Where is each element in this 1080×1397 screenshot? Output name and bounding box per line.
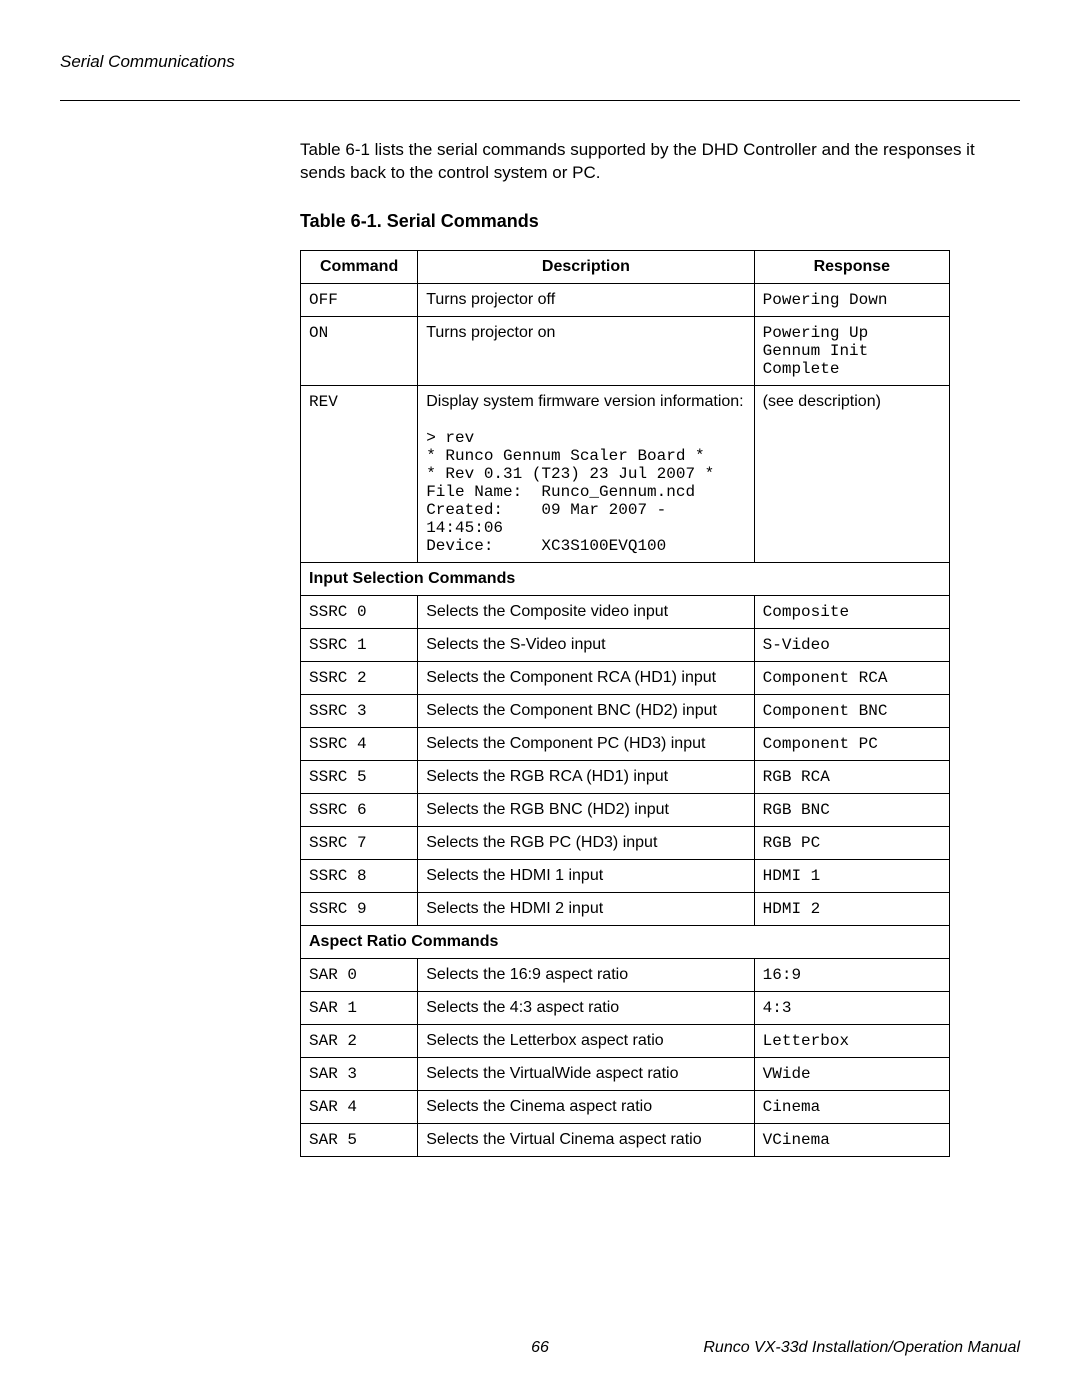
col-header-response: Response	[754, 250, 949, 283]
cell-description: Selects the HDMI 1 input	[418, 859, 754, 892]
table-section-label: Aspect Ratio Commands	[301, 925, 950, 958]
table-caption: Table 6-1. Serial Commands	[300, 211, 1020, 232]
table-row: SSRC 9Selects the HDMI 2 inputHDMI 2	[301, 892, 950, 925]
footer-page-number: 66	[531, 1339, 549, 1357]
cell-description: Selects the 16:9 aspect ratio	[418, 958, 754, 991]
cell-description: Selects the 4:3 aspect ratio	[418, 991, 754, 1024]
cell-response: VCinema	[754, 1123, 949, 1156]
cell-command: SAR 2	[301, 1024, 418, 1057]
table-row: SSRC 1Selects the S-Video inputS-Video	[301, 628, 950, 661]
cell-command: SSRC 9	[301, 892, 418, 925]
cell-command: SSRC 6	[301, 793, 418, 826]
footer-manual-title: Runco VX-33d Installation/Operation Manu…	[703, 1339, 1020, 1357]
cell-command: SSRC 4	[301, 727, 418, 760]
table-row: REV Display system firmware version infor…	[301, 385, 950, 562]
table-row: SAR 1Selects the 4:3 aspect ratio4:3	[301, 991, 950, 1024]
table-row: SAR 4Selects the Cinema aspect ratioCine…	[301, 1090, 950, 1123]
cell-description: Selects the HDMI 2 input	[418, 892, 754, 925]
page: Serial Communications Table 6-1 lists th…	[0, 0, 1080, 1397]
cell-response: VWide	[754, 1057, 949, 1090]
cell-description: Selects the RGB BNC (HD2) input	[418, 793, 754, 826]
cell-command: ON	[301, 316, 418, 385]
table-section-row: Aspect Ratio Commands	[301, 925, 950, 958]
cell-description: Selects the Letterbox aspect ratio	[418, 1024, 754, 1057]
table-body: OFFTurns projector offPowering DownONTur…	[301, 283, 950, 1156]
page-footer: 66 Runco VX-33d Installation/Operation M…	[60, 1339, 1020, 1357]
cell-response: RGB BNC	[754, 793, 949, 826]
cell-response: HDMI 2	[754, 892, 949, 925]
table-section-label: Input Selection Commands	[301, 562, 950, 595]
table-header-row: Command Description Response	[301, 250, 950, 283]
cell-response: (see description)	[754, 385, 949, 562]
cell-command: SSRC 5	[301, 760, 418, 793]
table-row: SAR 5Selects the Virtual Cinema aspect r…	[301, 1123, 950, 1156]
table-row: SSRC 2Selects the Component RCA (HD1) in…	[301, 661, 950, 694]
cell-command: OFF	[301, 283, 418, 316]
col-header-command: Command	[301, 250, 418, 283]
cell-command: SSRC 3	[301, 694, 418, 727]
cell-command: REV	[301, 385, 418, 562]
cell-description: Selects the RGB PC (HD3) input	[418, 826, 754, 859]
table-row: SAR 0Selects the 16:9 aspect ratio16:9	[301, 958, 950, 991]
table-section-row: Input Selection Commands	[301, 562, 950, 595]
cell-description: Selects the Cinema aspect ratio	[418, 1090, 754, 1123]
table-row: SSRC 5Selects the RGB RCA (HD1) inputRGB…	[301, 760, 950, 793]
cell-description: Selects the Composite video input	[418, 595, 754, 628]
table-row: SAR 3Selects the VirtualWide aspect rati…	[301, 1057, 950, 1090]
intro-paragraph: Table 6-1 lists the serial commands supp…	[300, 139, 1020, 185]
table-row: ONTurns projector onPowering Up Gennum I…	[301, 316, 950, 385]
cell-description: Turns projector on	[418, 316, 754, 385]
cell-command: SAR 5	[301, 1123, 418, 1156]
table-row: SSRC 7Selects the RGB PC (HD3) inputRGB …	[301, 826, 950, 859]
table-row: SSRC 4Selects the Component PC (HD3) inp…	[301, 727, 950, 760]
col-header-description: Description	[418, 250, 754, 283]
cell-description: Selects the VirtualWide aspect ratio	[418, 1057, 754, 1090]
cell-response: Component RCA	[754, 661, 949, 694]
cell-command: SAR 1	[301, 991, 418, 1024]
cell-description: Selects the S-Video input	[418, 628, 754, 661]
cell-response: 4:3	[754, 991, 949, 1024]
cell-response: RGB RCA	[754, 760, 949, 793]
cell-response: Component BNC	[754, 694, 949, 727]
cell-command: SSRC 2	[301, 661, 418, 694]
header-rule	[60, 100, 1020, 101]
cell-description: Selects the Component PC (HD3) input	[418, 727, 754, 760]
cell-command: SSRC 0	[301, 595, 418, 628]
cell-command: SSRC 7	[301, 826, 418, 859]
cell-response: Cinema	[754, 1090, 949, 1123]
cell-description: Selects the Virtual Cinema aspect ratio	[418, 1123, 754, 1156]
serial-commands-table: Command Description Response OFFTurns pr…	[300, 250, 950, 1157]
table-row: SAR 2Selects the Letterbox aspect ratioL…	[301, 1024, 950, 1057]
table-row: SSRC 0Selects the Composite video inputC…	[301, 595, 950, 628]
cell-description: Selects the RGB RCA (HD1) input	[418, 760, 754, 793]
cell-description: Display system firmware version informat…	[418, 385, 754, 562]
cell-description-text: Display system firmware version informat…	[426, 393, 745, 411]
cell-command: SAR 4	[301, 1090, 418, 1123]
cell-response: Composite	[754, 595, 949, 628]
cell-response: 16:9	[754, 958, 949, 991]
table-row: SSRC 3Selects the Component BNC (HD2) in…	[301, 694, 950, 727]
section-header: Serial Communications	[60, 52, 1020, 72]
table-row: OFFTurns projector offPowering Down	[301, 283, 950, 316]
cell-description: Turns projector off	[418, 283, 754, 316]
cell-response: Powering Up Gennum Init Complete	[754, 316, 949, 385]
cell-command: SSRC 8	[301, 859, 418, 892]
cell-description-mono: > rev * Runco Gennum Scaler Board * * Re…	[426, 429, 745, 555]
cell-response: Component PC	[754, 727, 949, 760]
cell-description: Selects the Component BNC (HD2) input	[418, 694, 754, 727]
table-row: SSRC 6Selects the RGB BNC (HD2) inputRGB…	[301, 793, 950, 826]
cell-description: Selects the Component RCA (HD1) input	[418, 661, 754, 694]
cell-response: RGB PC	[754, 826, 949, 859]
cell-command: SAR 3	[301, 1057, 418, 1090]
cell-command: SAR 0	[301, 958, 418, 991]
cell-response: HDMI 1	[754, 859, 949, 892]
cell-response: S-Video	[754, 628, 949, 661]
table-row: SSRC 8Selects the HDMI 1 inputHDMI 1	[301, 859, 950, 892]
cell-response: Powering Down	[754, 283, 949, 316]
cell-response: Letterbox	[754, 1024, 949, 1057]
cell-command: SSRC 1	[301, 628, 418, 661]
